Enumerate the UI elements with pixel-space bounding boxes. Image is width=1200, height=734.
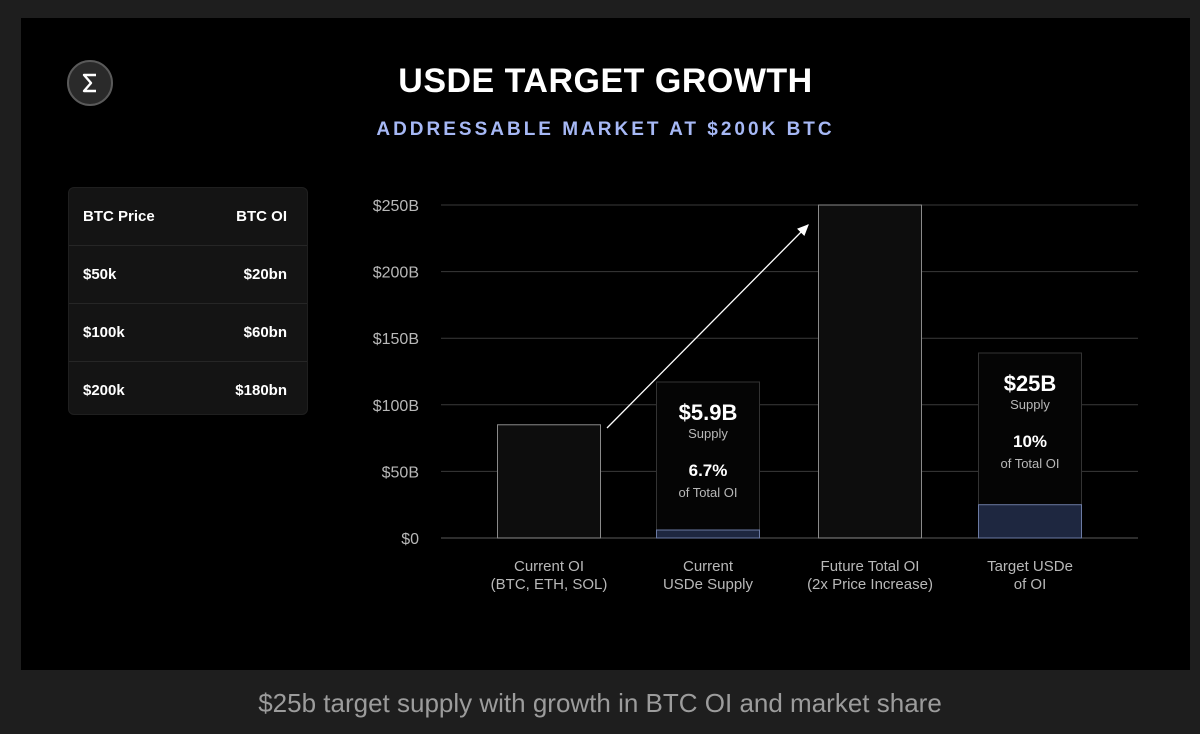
y-tick-label: $200B [373, 265, 419, 282]
annotation-share: 6.7% [689, 461, 728, 480]
growth-arrow [606, 224, 809, 429]
cell-oi: $20bn [243, 266, 287, 283]
annotation-share-label: of Total OI [1000, 456, 1059, 471]
annotation-amount-label: Supply [1010, 397, 1050, 412]
cell-price: $200k [83, 382, 125, 399]
annotation-amount-label: Supply [688, 426, 728, 441]
sigma-icon [82, 73, 96, 93]
btc-price-table: BTC Price BTC OI $50k $20bn $100k $60bn … [68, 187, 308, 415]
slide-title: USDE TARGET GROWTH [398, 62, 813, 100]
cell-price: $50k [83, 266, 117, 283]
category-label: (2x Price Increase) [807, 576, 933, 593]
figure-caption: $25b target supply with growth in BTC OI… [258, 688, 942, 718]
annotation-share: 10% [1013, 432, 1047, 451]
table-row: $50k $20bn [69, 246, 307, 304]
category-label: Target USDe [987, 558, 1073, 575]
bar [656, 529, 760, 539]
cell-price: $100k [83, 324, 125, 341]
bar [978, 504, 1082, 539]
header-btc-price: BTC Price [83, 208, 155, 225]
category-label: USDe Supply [663, 576, 754, 593]
bar [818, 204, 922, 539]
category-label: of OI [1014, 576, 1047, 593]
ethena-logo-icon [67, 60, 113, 106]
y-tick-label: $250B [373, 198, 419, 215]
annotation-amount: $25B [1004, 371, 1057, 396]
category-label: (BTC, ETH, SOL) [491, 576, 608, 593]
annotation-amount: $5.9B [679, 400, 738, 425]
y-tick-label: $50B [382, 464, 419, 481]
table-row: $200k $180bn [69, 362, 307, 419]
cell-oi: $180bn [235, 382, 287, 399]
category-label: Future Total OI [821, 558, 920, 575]
table-row: $100k $60bn [69, 304, 307, 362]
table-header-row: BTC Price BTC OI [69, 188, 307, 246]
y-tick-label: $0 [401, 531, 419, 548]
y-tick-label: $100B [373, 398, 419, 415]
oi-bar-chart: $0$50B$100B$150B$200B$250B$5.9BSupply6.7… [373, 198, 1138, 593]
bar [497, 424, 601, 539]
category-label: Current [683, 558, 734, 575]
slide: USDE TARGET GROWTH ADDRESSABLE MARKET AT… [21, 18, 1190, 670]
category-label: Current OI [514, 558, 584, 575]
cell-oi: $60bn [243, 324, 287, 341]
slide-subtitle: ADDRESSABLE MARKET AT $200K BTC [376, 119, 835, 140]
annotation-share-label: of Total OI [678, 485, 737, 500]
y-tick-label: $150B [373, 331, 419, 348]
header-btc-oi: BTC OI [236, 208, 287, 225]
